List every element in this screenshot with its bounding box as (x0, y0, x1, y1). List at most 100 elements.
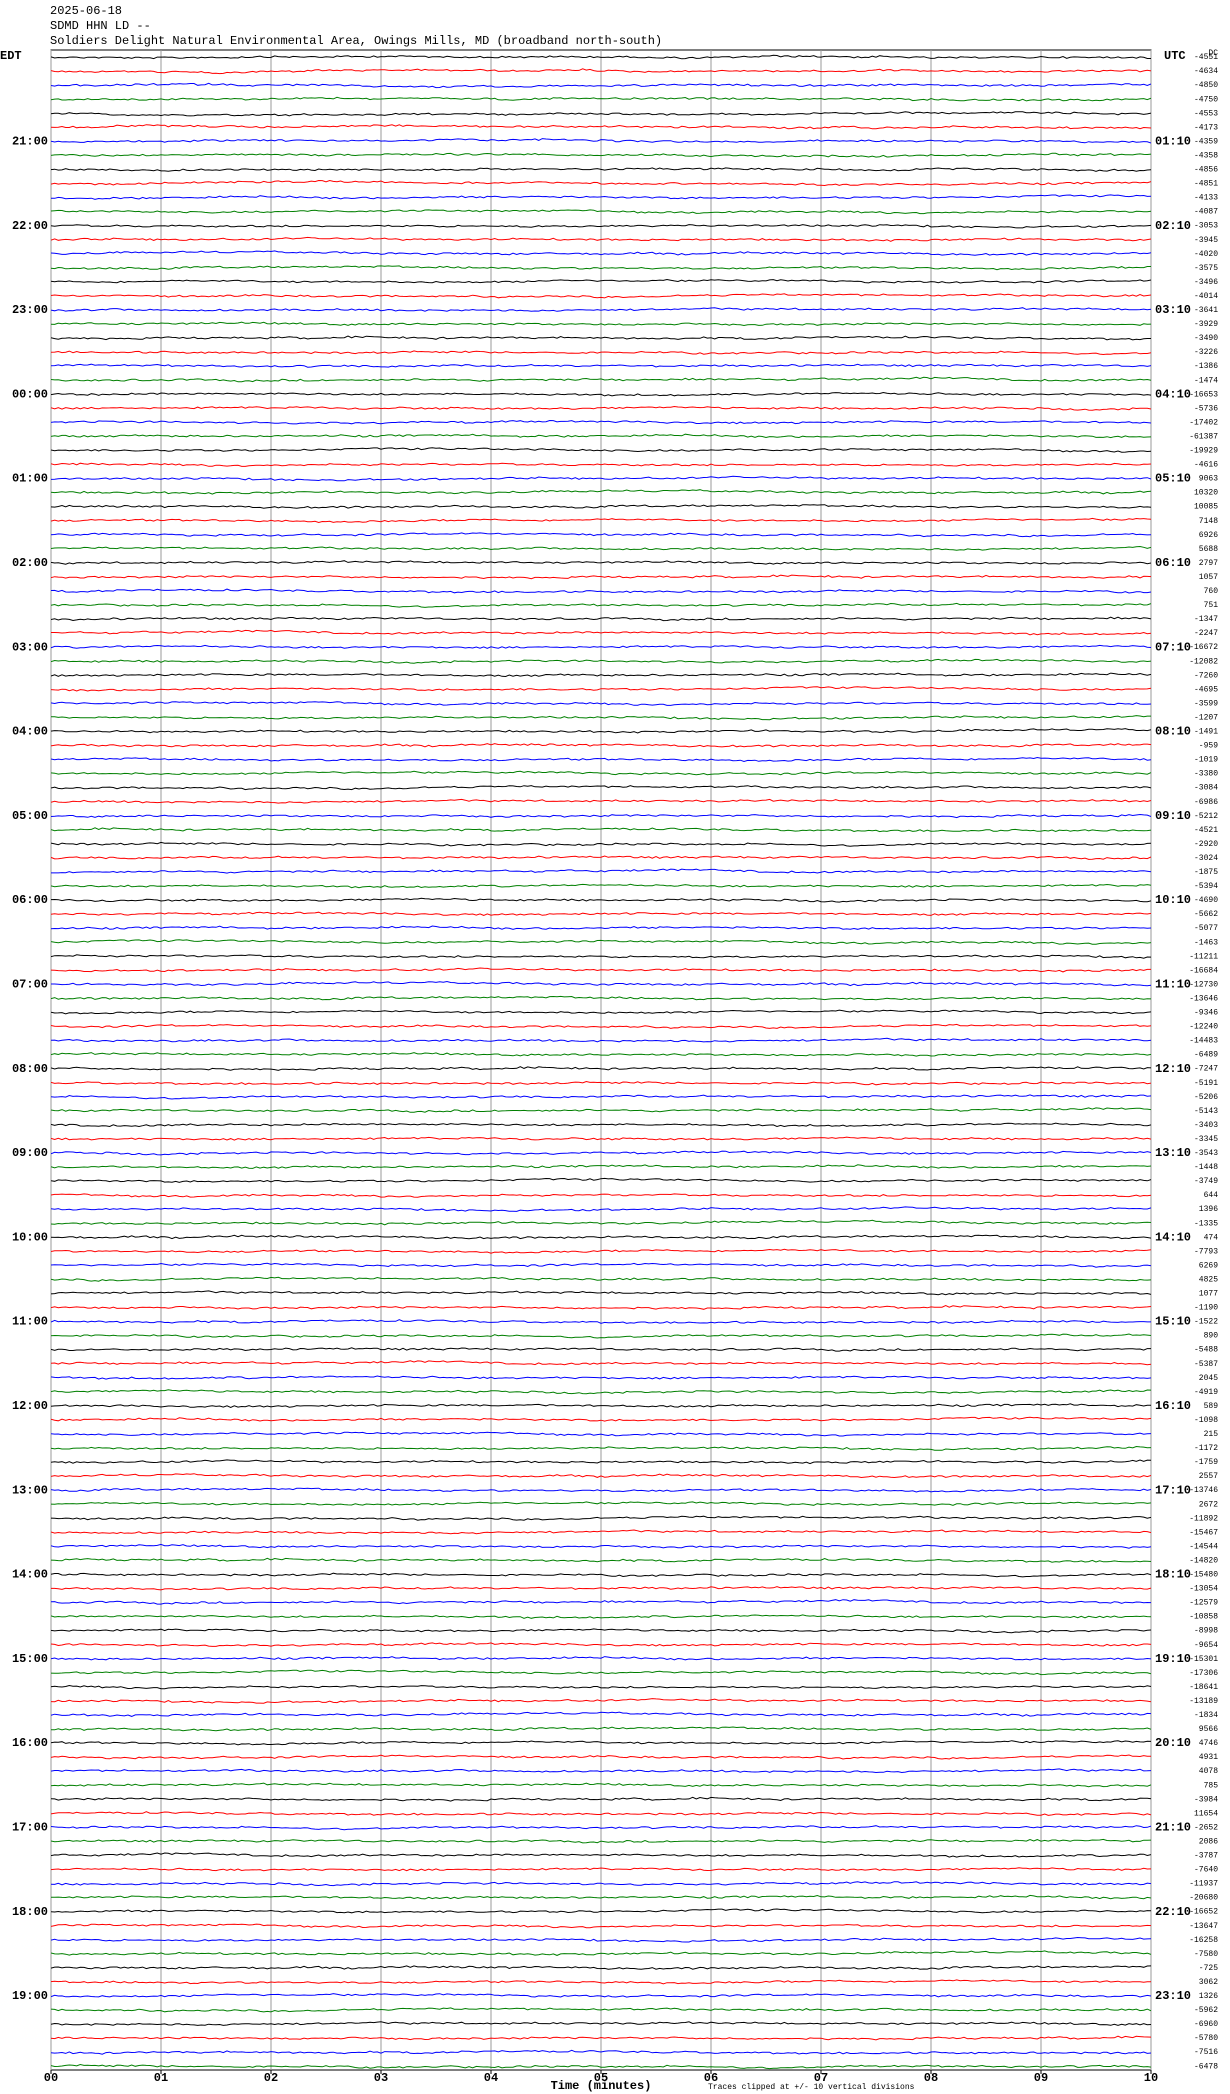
trace (51, 574, 1151, 580)
offset-label: -1463 (1194, 938, 1218, 947)
offset-label: -1474 (1194, 376, 1218, 385)
trace (51, 1206, 1151, 1212)
offset-label: -1098 (1194, 1416, 1218, 1425)
trace (51, 798, 1151, 804)
trace (51, 954, 1151, 959)
trace (51, 1936, 1151, 1943)
offset-label: -20680 (1189, 1894, 1218, 1903)
trace (51, 224, 1151, 229)
trace (51, 363, 1151, 368)
left-zone: EDT (0, 49, 22, 63)
trace (51, 1107, 1151, 1113)
offset-label: -4634 (1194, 67, 1218, 76)
offset-label: 6269 (1199, 1261, 1218, 1270)
offset-label: 215 (1204, 1430, 1219, 1439)
trace (51, 517, 1151, 524)
edt-hour-label: 14:00 (12, 1568, 48, 1582)
utc-hour-label: 16:10 (1155, 1399, 1191, 1413)
trace (51, 1473, 1151, 1479)
utc-hour-label: 20:10 (1155, 1736, 1191, 1750)
x-tick-label: 07 (814, 2071, 828, 2085)
trace (51, 167, 1151, 172)
offset-label: -7793 (1194, 1247, 1218, 1256)
trace (51, 250, 1151, 256)
offset-label: -16258 (1189, 1936, 1218, 1945)
trace (51, 995, 1151, 1001)
x-tick-label: 00 (44, 2071, 58, 2085)
trace (51, 1136, 1151, 1141)
trace (51, 770, 1151, 776)
trace (51, 1711, 1151, 1717)
offset-label: -1190 (1194, 1304, 1218, 1313)
traces (51, 54, 1151, 2070)
offset-label: -13646 (1189, 994, 1218, 1003)
trace (51, 1431, 1151, 1437)
trace (51, 1979, 1151, 1985)
trace (51, 1501, 1151, 1506)
trace (51, 701, 1151, 706)
offset-label: -3543 (1194, 1149, 1218, 1158)
edt-hour-label: 00:00 (12, 387, 48, 401)
trace (51, 841, 1151, 847)
utc-hour-label: 11:10 (1155, 977, 1191, 991)
offset-label: -4856 (1194, 166, 1218, 175)
utc-hour-label: 13:10 (1155, 1146, 1191, 1160)
offset-label: -3024 (1194, 854, 1218, 863)
trace (51, 462, 1151, 467)
trace (51, 897, 1151, 903)
trace (51, 68, 1151, 75)
offset-label: -725 (1199, 1964, 1218, 1973)
offset-label: -16653 (1189, 390, 1218, 399)
trace (51, 1698, 1151, 1704)
trace (51, 236, 1151, 242)
trace (51, 124, 1151, 130)
utc-hour-label: 07:10 (1155, 640, 1191, 654)
offset-label: -2247 (1194, 629, 1218, 638)
offset-label: -4521 (1194, 826, 1218, 835)
offset-label: -12730 (1189, 980, 1218, 989)
offset-label: -3599 (1194, 699, 1218, 708)
offset-label: -19929 (1189, 447, 1218, 456)
offset-label: -3403 (1194, 1121, 1218, 1130)
utc-hour-label: 10:10 (1155, 893, 1191, 907)
trace (51, 1094, 1151, 1100)
trace (51, 1403, 1151, 1408)
offset-label: -5143 (1194, 1107, 1218, 1116)
offset-label: -12240 (1189, 1023, 1218, 1032)
edt-hour-label: 05:00 (12, 809, 48, 823)
utc-hour-label: 19:10 (1155, 1652, 1191, 1666)
trace (51, 1515, 1151, 1521)
edt-hour-label: 03:00 (12, 640, 48, 654)
offset-label: 474 (1204, 1233, 1219, 1242)
trace (51, 602, 1151, 608)
offset-label: -959 (1199, 742, 1218, 751)
trace (51, 307, 1151, 312)
utc-hour-label: 05:10 (1155, 472, 1191, 486)
offset-label: -61387 (1189, 432, 1218, 441)
offset-label: -1875 (1194, 868, 1218, 877)
offset-label: -14483 (1189, 1037, 1218, 1046)
offset-label: -4553 (1194, 109, 1218, 118)
offset-label: -4690 (1194, 896, 1218, 905)
trace (51, 939, 1151, 945)
offset-label: 5688 (1199, 545, 1218, 554)
offset-label: -13189 (1189, 1697, 1218, 1706)
trace (51, 728, 1151, 734)
edt-hour-label: 02:00 (12, 556, 48, 570)
trace (51, 1290, 1151, 1296)
offset-label: -1347 (1194, 615, 1218, 624)
edt-hour-label: 11:00 (12, 1315, 48, 1329)
title-date: 2025-06-18 (50, 4, 122, 18)
offset-label: -1491 (1194, 728, 1218, 737)
edt-hour-label: 09:00 (12, 1146, 48, 1160)
trace (51, 1487, 1151, 1493)
offset-label: 4825 (1199, 1275, 1218, 1284)
title-station: SDMD HHN LD -- (50, 19, 151, 33)
trace (51, 376, 1151, 383)
offset-label: -9654 (1194, 1641, 1218, 1650)
offset-label: 644 (1204, 1191, 1219, 1200)
clip-note: Traces clipped at +/- 10 vertical divisi… (708, 2083, 915, 2092)
title-location: Soldiers Delight Natural Environmental A… (50, 34, 662, 48)
offset-label: -11211 (1189, 952, 1218, 961)
